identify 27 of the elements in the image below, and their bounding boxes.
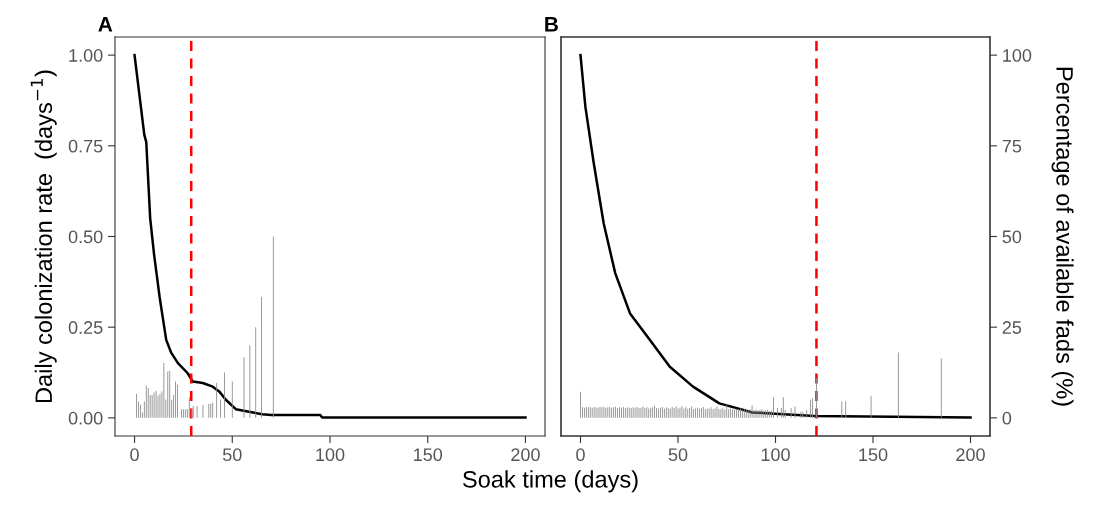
y-tick-label: 0.00 bbox=[68, 411, 103, 425]
x-tick-label: 150 bbox=[859, 448, 888, 462]
x-tick-label: 200 bbox=[511, 448, 540, 462]
y-tick-label: 0.25 bbox=[68, 321, 103, 334]
x-tick-label: 150 bbox=[414, 448, 443, 462]
chart-title: B bbox=[545, 17, 558, 32]
x-tick-label: 50 bbox=[668, 448, 688, 462]
chart-title: A bbox=[98, 17, 113, 32]
y-axis-title: Daily colonization rate (days$^{−1}$) bbox=[30, 70, 57, 403]
y2-tick-label: 100 bbox=[1003, 49, 1032, 62]
x-tick-label: 0 bbox=[576, 448, 585, 462]
y2-axis-title: Percentage of available fads (%) bbox=[1051, 67, 1074, 406]
y2-tick-label: 25 bbox=[1002, 321, 1022, 334]
y2-tick-label: 75 bbox=[1002, 139, 1022, 153]
x-tick-label: 100 bbox=[316, 448, 345, 462]
x-axis-title: Soak time (days) bbox=[463, 470, 638, 493]
line-series bbox=[133, 53, 527, 419]
x-tick-label: 50 bbox=[222, 448, 242, 462]
y-tick-label: 0.75 bbox=[68, 139, 103, 153]
y2-tick-label: 0 bbox=[1002, 411, 1012, 425]
x-tick-label: 200 bbox=[956, 448, 985, 462]
line-series bbox=[579, 53, 972, 419]
y2-tick-label: 50 bbox=[1002, 230, 1022, 244]
y-tick-label: 1.00 bbox=[69, 49, 103, 62]
x-tick-label: 100 bbox=[761, 448, 790, 462]
y-tick-label: 0.50 bbox=[68, 230, 103, 244]
x-tick-label: 0 bbox=[130, 448, 139, 462]
